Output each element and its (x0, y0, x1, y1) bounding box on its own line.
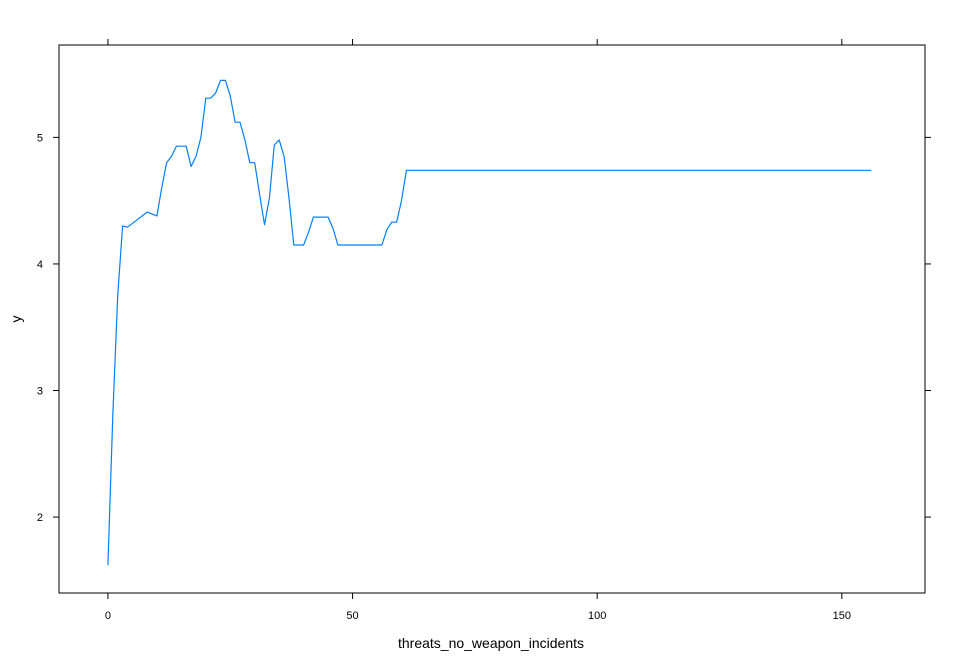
y-tick-label: 4 (37, 259, 43, 271)
y-tick-label: 3 (37, 386, 43, 398)
x-tick-label: 100 (588, 610, 606, 622)
x-axis-label: threats_no_weapon_incidents (398, 635, 584, 651)
series-layer (107, 79, 872, 566)
y-axis-ticks: 2 3 4 5 (37, 132, 931, 524)
y-tick-label: 5 (37, 132, 43, 144)
y-axis-label: y (8, 316, 24, 323)
x-tick-label: 50 (346, 610, 358, 622)
plot-frame (58, 44, 926, 594)
x-tick-label: 0 (105, 610, 111, 622)
series-line (107, 79, 872, 566)
x-axis-ticks: 0 50 100 150 (105, 39, 851, 622)
y-tick-label: 2 (37, 512, 43, 524)
x-tick-label: 150 (833, 610, 851, 622)
